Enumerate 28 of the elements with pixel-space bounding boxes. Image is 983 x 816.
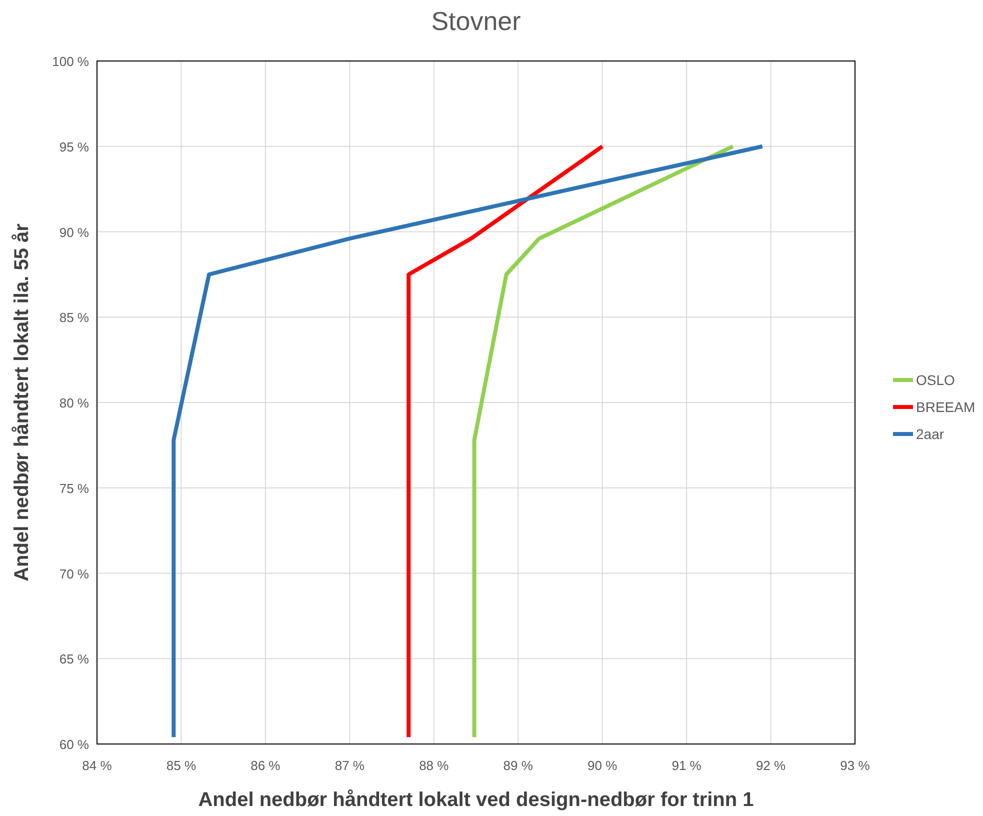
line-series bbox=[472, 144, 735, 740]
x-tick-label: 84 % bbox=[82, 758, 112, 773]
legend-label: BREEAM bbox=[916, 399, 976, 415]
y-tick-label: 80 % bbox=[59, 396, 90, 410]
y-axis-title: Andel nedbør håndtert lokalt ila. 55 år bbox=[11, 223, 33, 582]
y-tick-label: 60 % bbox=[59, 737, 90, 752]
x-axis-title: Andel nedbør håndtert lokalt ved design-nedbør for trinn 1 bbox=[198, 789, 754, 811]
line-series bbox=[172, 144, 764, 740]
y-tick-label: 70 % bbox=[59, 566, 90, 582]
y-tick-label: 90 % bbox=[59, 224, 90, 240]
y-tick-label: 75 % bbox=[59, 480, 90, 496]
x-tick-label: 85 % bbox=[166, 758, 196, 773]
legend-label: OSLO bbox=[916, 372, 956, 388]
y-tick-label: 65 % bbox=[59, 652, 90, 667]
x-tick-label: 88 % bbox=[419, 758, 450, 773]
y-tick-label: 85 % bbox=[59, 310, 90, 326]
x-tick-label: 93 % bbox=[840, 758, 870, 773]
y-tick-label: 100 % bbox=[52, 54, 90, 69]
x-tick-label: 91 % bbox=[672, 758, 702, 773]
y-tick-label: 95 % bbox=[59, 139, 90, 154]
x-tick-label: 92 % bbox=[756, 758, 786, 773]
x-tick-label: 86 % bbox=[250, 758, 281, 773]
x-tick-label: 89 % bbox=[503, 758, 534, 773]
legend-label: 2aar bbox=[916, 426, 944, 442]
x-tick-label: 87 % bbox=[334, 758, 365, 773]
x-tick-label: 90 % bbox=[588, 758, 618, 773]
chart-title: Stovner bbox=[431, 6, 522, 36]
line-series bbox=[406, 144, 604, 740]
